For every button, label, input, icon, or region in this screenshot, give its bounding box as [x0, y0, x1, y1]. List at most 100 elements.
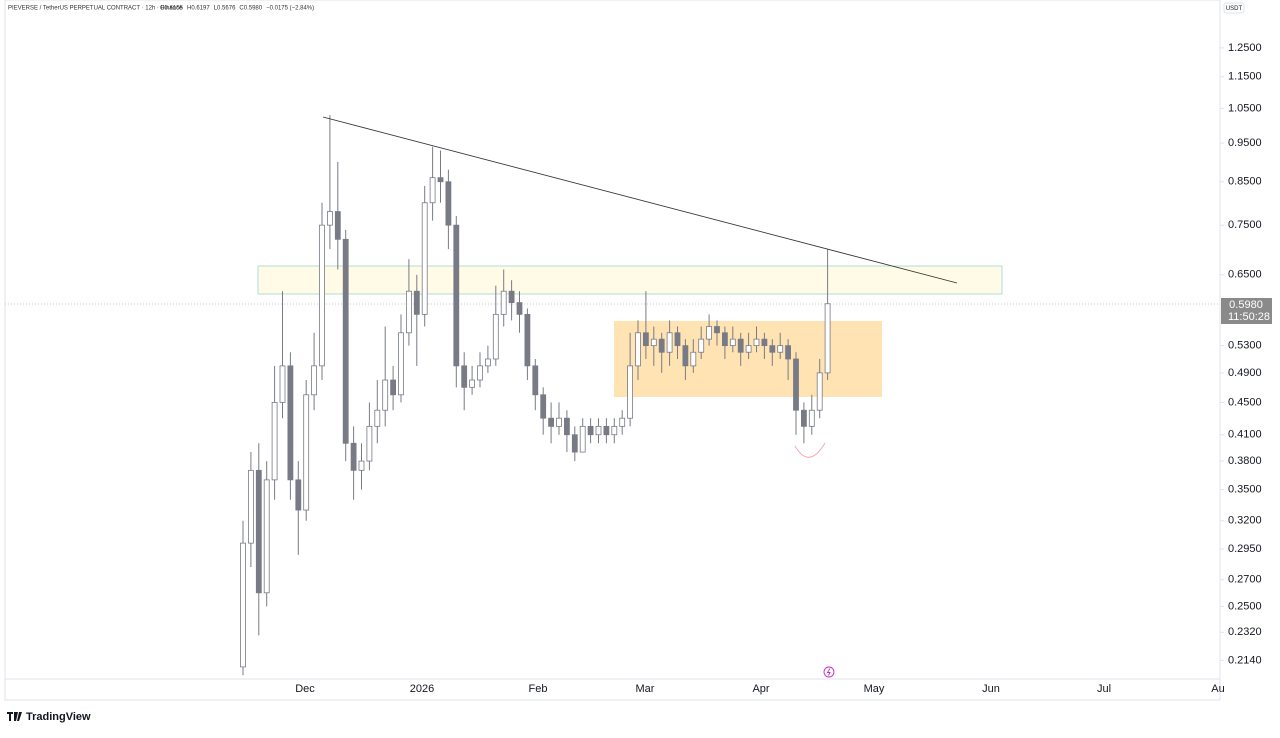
currency[interactable]: USDT	[1226, 6, 1243, 12]
ohlc-value: −0.0175 (−2.84%)	[266, 6, 314, 12]
candle-body	[706, 326, 712, 340]
y-tick-label: 0.3200	[1228, 515, 1262, 527]
candle-body	[484, 358, 491, 367]
event-icon-bolt	[826, 668, 831, 676]
candle-body	[279, 365, 286, 403]
candle-body	[801, 409, 807, 427]
y-tick-label: 0.2950	[1228, 543, 1262, 555]
candle-body	[564, 417, 570, 436]
candle-body	[350, 442, 357, 471]
trend-line	[322, 116, 958, 284]
candle-body	[334, 211, 341, 240]
candle-body	[303, 394, 310, 511]
candle-body	[366, 425, 373, 462]
candle-body	[682, 345, 689, 367]
y-tick-label: 0.2320	[1228, 626, 1262, 638]
ohlc-value: C0.5980	[239, 6, 262, 12]
candle-body	[548, 417, 554, 427]
candle-body	[429, 177, 436, 204]
candle-body	[571, 434, 578, 453]
candle-body	[398, 332, 404, 396]
candle-body	[753, 338, 760, 347]
candle-body	[453, 224, 460, 367]
candle-body	[808, 409, 815, 427]
y-tick-label: 0.7500	[1228, 219, 1262, 231]
plot-frame	[4, 0, 1221, 701]
last-price-box	[1221, 298, 1272, 324]
candle-body	[358, 460, 365, 471]
candle-body	[816, 372, 823, 411]
y-tick-label: 0.4100	[1228, 429, 1262, 441]
candle-body	[437, 177, 444, 183]
x-tick-label: Dec	[295, 683, 315, 695]
resistance-zone	[257, 265, 1003, 295]
y-tick-label: 0.2700	[1228, 574, 1262, 586]
y-tick-label: 1.1500	[1228, 71, 1262, 83]
candle-body	[492, 313, 499, 360]
y-tick-label: 1.0500	[1228, 102, 1262, 114]
candle-body	[532, 365, 539, 396]
candle-body	[603, 425, 610, 436]
candle-body	[255, 469, 262, 594]
candle-body	[263, 479, 270, 594]
candle-body	[500, 290, 507, 315]
candle-body	[516, 302, 523, 315]
candle-body	[627, 365, 633, 419]
candle-body	[540, 394, 547, 419]
y-tick-label: 0.2500	[1228, 600, 1262, 612]
candle-body	[445, 181, 452, 226]
candle-body	[698, 338, 705, 353]
candle-body	[777, 345, 784, 353]
candle-body	[769, 345, 776, 353]
candle-body	[722, 332, 728, 347]
candle-body	[311, 365, 318, 396]
y-tick-label: 0.9500	[1228, 137, 1262, 149]
x-tick-label: Feb	[529, 683, 548, 695]
y-tick-label: 0.4500	[1228, 396, 1262, 408]
candle-body	[461, 365, 468, 388]
candle-body	[413, 290, 420, 315]
x-tick-label: Jul	[1097, 683, 1111, 695]
candle-body	[247, 469, 254, 544]
candle-body	[240, 542, 246, 668]
candle-body	[374, 409, 381, 427]
x-tick-label: Au	[1211, 683, 1224, 695]
ohlc-value: O0.6155	[160, 6, 184, 12]
candle-body	[785, 345, 791, 360]
candle-body	[635, 332, 641, 367]
x-tick-label: Apr	[752, 683, 769, 695]
candle-body	[421, 202, 428, 315]
candle-body	[619, 417, 626, 427]
x-tick-label: Mar	[636, 683, 655, 695]
candle-body	[469, 379, 476, 388]
candle-body	[579, 425, 586, 453]
ohlc-value: H0.6197	[187, 6, 210, 12]
candle-body	[595, 425, 602, 436]
candle-body	[390, 379, 397, 396]
currency-box[interactable]	[1223, 2, 1245, 14]
y-tick-label: 0.2140	[1228, 654, 1262, 666]
y-tick-label: 1.2500	[1228, 42, 1262, 54]
symbol-title: PIEVERSE / TetherUS PERPETUAL CONTRACT ·…	[8, 6, 183, 12]
range-zone	[614, 321, 882, 397]
candle-body	[382, 379, 389, 411]
candle-body	[524, 313, 531, 367]
candle-body	[477, 365, 483, 381]
brand: TradingView	[26, 711, 91, 723]
candle-body	[556, 417, 562, 427]
x-tick-label: Jun	[982, 683, 1000, 695]
candle-body	[737, 338, 744, 353]
candle-body	[405, 290, 412, 334]
candle-body	[287, 365, 294, 481]
candle-body	[690, 351, 697, 367]
event-icon[interactable]	[823, 666, 835, 678]
x-tick-label: May	[864, 683, 885, 695]
y-tick-label: 0.3500	[1228, 484, 1262, 496]
candle-body	[745, 345, 752, 353]
candle-body	[650, 338, 657, 347]
y-tick-label: 0.3800	[1228, 455, 1262, 467]
candle-body	[658, 338, 665, 353]
y-tick-label: 0.8500	[1228, 176, 1262, 188]
candle-body	[319, 224, 325, 367]
